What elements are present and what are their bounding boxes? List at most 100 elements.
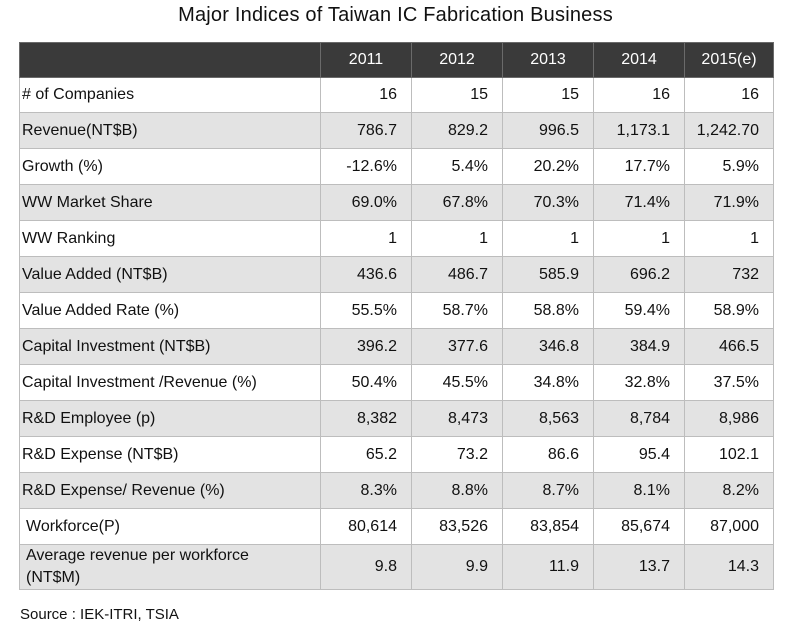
table-cell: 71.4% — [593, 184, 685, 221]
table-cell: 8.7% — [502, 472, 594, 509]
table-cell: 396.2 — [320, 328, 412, 365]
table-cell: 9.8 — [320, 544, 412, 590]
table-cell: 85,674 — [593, 508, 685, 545]
table-cell: 95.4 — [593, 436, 685, 473]
table-cell: 16 — [684, 77, 774, 113]
table-cell: 8,986 — [684, 400, 774, 437]
table-row: Value Added Rate (%) 55.5% 58.7% 58.8% 59.4%… — [19, 292, 774, 329]
corner-cell — [19, 42, 321, 78]
table-cell: 71.9% — [684, 184, 774, 221]
table-row: Average revenue per workforce (NT$M) 9.8 9… — [19, 544, 774, 590]
source-note: Source : IEK-ITRI, TSIA — [20, 606, 179, 623]
column-header: 2011 — [320, 42, 412, 78]
table-cell: 15 — [502, 77, 594, 113]
row-label: # of Companies — [19, 77, 321, 113]
table-cell: 732 — [684, 256, 774, 293]
table-cell: 16 — [320, 77, 412, 113]
row-label: Average revenue per workforce (NT$M) — [19, 544, 321, 590]
table-cell: 37.5% — [684, 364, 774, 401]
table-cell: 5.4% — [411, 148, 503, 185]
table-cell: 87,000 — [684, 508, 774, 545]
chart-title: Major Indices of Taiwan IC Fabrication B… — [178, 4, 613, 26]
table-row: Workforce(P) 80,614 83,526 83,854 85,674 87,0… — [19, 508, 774, 545]
table-cell: 102.1 — [684, 436, 774, 473]
row-label: Value Added (NT$B) — [19, 256, 321, 293]
table-cell: 67.8% — [411, 184, 503, 221]
table-cell: 8,382 — [320, 400, 412, 437]
row-label: WW Ranking — [19, 220, 321, 257]
table-cell: 829.2 — [411, 112, 503, 149]
table-cell: 8,473 — [411, 400, 503, 437]
row-label: Capital Investment (NT$B) — [19, 328, 321, 365]
table-cell: 69.0% — [320, 184, 412, 221]
table-cell: 8,563 — [502, 400, 594, 437]
table-cell: 377.6 — [411, 328, 503, 365]
table-cell: 11.9 — [502, 544, 594, 590]
table-cell: 436.6 — [320, 256, 412, 293]
table-row: WW Market Share 69.0% 67.8% 70.3% 71.4% 71.9% — [19, 184, 774, 221]
table-cell: 1 — [593, 220, 685, 257]
table-cell: 15 — [411, 77, 503, 113]
row-label: Growth (%) — [19, 148, 321, 185]
table-cell: 384.9 — [593, 328, 685, 365]
table-cell: 5.9% — [684, 148, 774, 185]
row-label: R&D Employee (p) — [19, 400, 321, 437]
row-label: Value Added Rate (%) — [19, 292, 321, 329]
row-label: R&D Expense/ Revenue (%) — [19, 472, 321, 509]
table-row: Capital Investment /Revenue (%) 50.4% 45.5… — [19, 364, 774, 401]
table-cell: 9.9 — [411, 544, 503, 590]
column-header: 2013 — [502, 42, 594, 78]
table-cell: 1 — [684, 220, 774, 257]
table-cell: 8.3% — [320, 472, 412, 509]
table-row: R&D Expense/ Revenue (%) 8.3% 8.8% 8.7% 8.1%… — [19, 472, 774, 509]
column-header: 2014 — [593, 42, 685, 78]
table-cell: 1 — [320, 220, 412, 257]
table-cell: 73.2 — [411, 436, 503, 473]
table-cell: 45.5% — [411, 364, 503, 401]
column-header: 2012 — [411, 42, 503, 78]
table-cell: 8,784 — [593, 400, 685, 437]
table-cell: 83,526 — [411, 508, 503, 545]
table-cell: 16 — [593, 77, 685, 113]
table-cell: 466.5 — [684, 328, 774, 365]
table-cell: 58.8% — [502, 292, 594, 329]
table-row: # of Companies 16 15 15 16 16 — [19, 77, 774, 113]
table-cell: 58.7% — [411, 292, 503, 329]
table-cell: 1 — [411, 220, 503, 257]
table-cell: 8.1% — [593, 472, 685, 509]
column-header: 2015(e) — [684, 42, 774, 78]
table-cell: 696.2 — [593, 256, 685, 293]
table-cell: 346.8 — [502, 328, 594, 365]
table-cell: 996.5 — [502, 112, 594, 149]
table-cell: 1,173.1 — [593, 112, 685, 149]
table-cell: 1 — [502, 220, 594, 257]
table-cell: 55.5% — [320, 292, 412, 329]
table-row: WW Ranking 1 1 1 1 1 — [19, 220, 774, 257]
table-cell: 486.7 — [411, 256, 503, 293]
table-cell: -12.6% — [320, 148, 412, 185]
table-row: R&D Employee (p) 8,382 8,473 8,563 8,784 8,98… — [19, 400, 774, 437]
table-row: R&D Expense (NT$B) 65.2 73.2 86.6 95.4 102.1 — [19, 436, 774, 473]
table-cell: 58.9% — [684, 292, 774, 329]
table-cell: 8.2% — [684, 472, 774, 509]
table-row: Capital Investment (NT$B) 396.2 377.6 346.8… — [19, 328, 774, 365]
table-row: Value Added (NT$B) 436.6 486.7 585.9 696.2 73… — [19, 256, 774, 293]
table-cell: 8.8% — [411, 472, 503, 509]
row-label: Workforce(P) — [19, 508, 321, 545]
table-cell: 32.8% — [593, 364, 685, 401]
table-cell: 80,614 — [320, 508, 412, 545]
table-cell: 50.4% — [320, 364, 412, 401]
table-cell: 86.6 — [502, 436, 594, 473]
header-row: 2011 2012 2013 2014 2015(e) — [19, 42, 774, 78]
table-cell: 70.3% — [502, 184, 594, 221]
table-row: Growth (%) -12.6% 5.4% 20.2% 17.7% 5.9% — [19, 148, 774, 185]
table-cell: 585.9 — [502, 256, 594, 293]
table-cell: 34.8% — [502, 364, 594, 401]
table-row: Revenue(NT$B) 786.7 829.2 996.5 1,173.1 1,242… — [19, 112, 774, 149]
row-label: R&D Expense (NT$B) — [19, 436, 321, 473]
table-cell: 20.2% — [502, 148, 594, 185]
table-cell: 83,854 — [502, 508, 594, 545]
row-label: Capital Investment /Revenue (%) — [19, 364, 321, 401]
row-label: WW Market Share — [19, 184, 321, 221]
row-label: Revenue(NT$B) — [19, 112, 321, 149]
